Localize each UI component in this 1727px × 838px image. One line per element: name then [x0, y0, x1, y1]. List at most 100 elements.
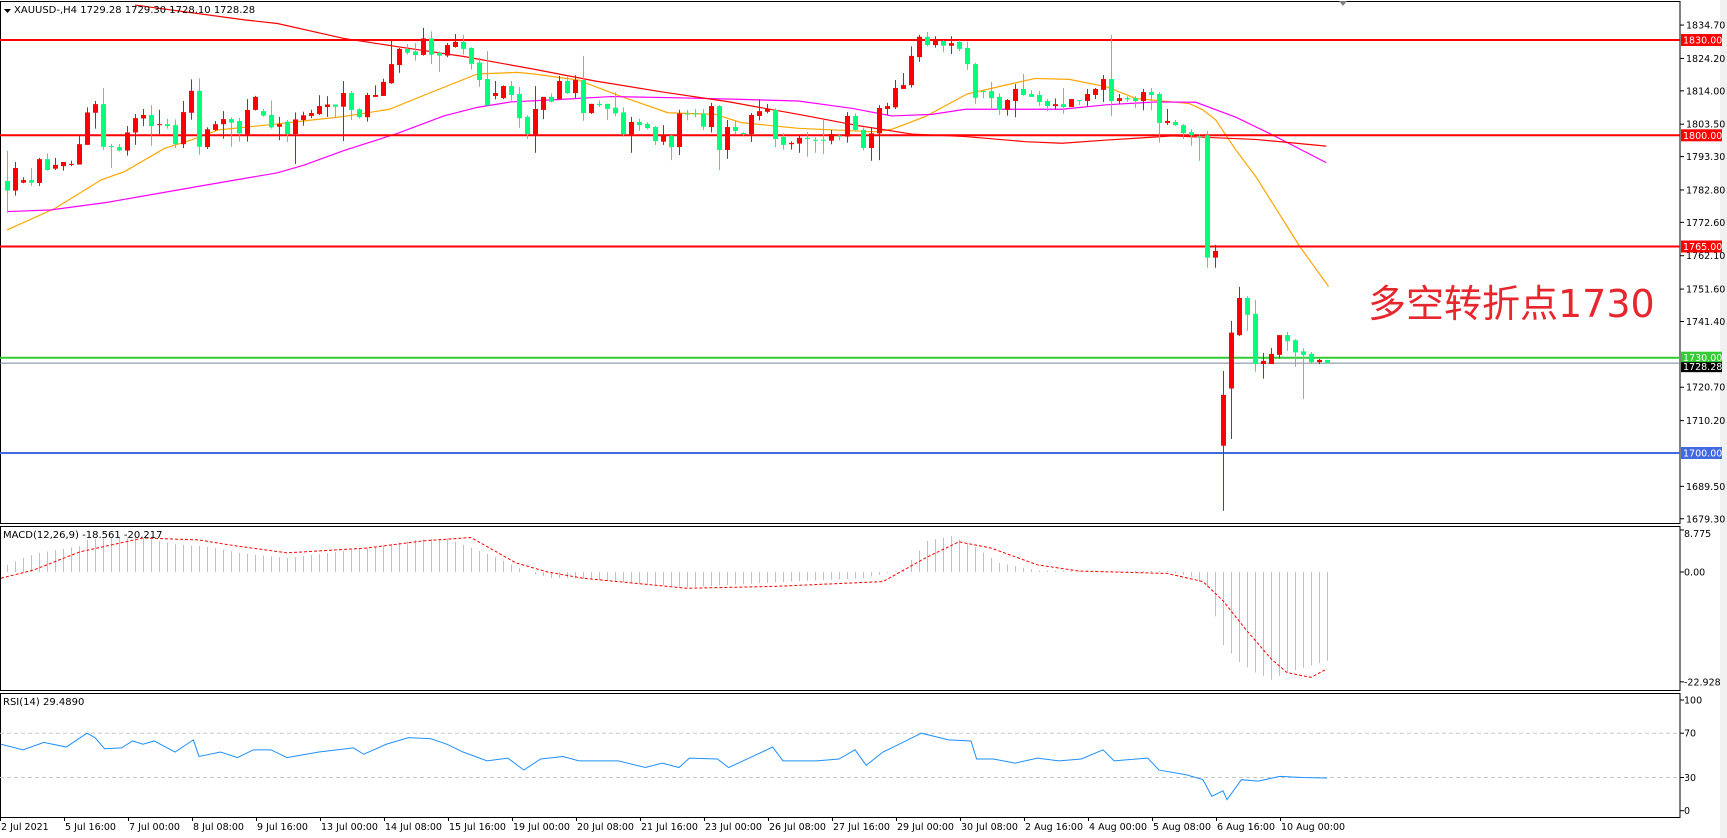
candle	[717, 105, 722, 170]
candle-body	[477, 62, 482, 81]
candle	[1141, 88, 1146, 111]
candle-body	[877, 107, 882, 134]
candle	[213, 121, 218, 131]
candle	[1093, 87, 1098, 100]
candle-body	[29, 180, 34, 183]
candle	[1173, 120, 1178, 126]
candle	[965, 41, 970, 70]
candle-body	[957, 41, 962, 49]
candle	[829, 130, 834, 145]
candle	[629, 116, 634, 153]
candle-body	[965, 47, 970, 65]
candle-body	[13, 168, 18, 191]
candle	[1085, 88, 1090, 108]
candle-body	[421, 38, 426, 55]
rsi-pane[interactable]: RSI(14) 29.4890 100 70 30 0	[0, 693, 1702, 818]
candle-body	[1077, 100, 1082, 102]
price-tick-label: 1772.60	[1686, 218, 1725, 229]
level-label-bg	[1681, 129, 1722, 142]
candle-body	[773, 109, 778, 140]
candle	[357, 108, 362, 119]
candle	[861, 127, 866, 151]
level-label-bg	[1681, 240, 1722, 253]
time-tick-label: 29 Jul 00:00	[897, 822, 954, 833]
candle	[1117, 94, 1122, 104]
candle	[429, 31, 434, 64]
candle-body	[501, 86, 506, 99]
candle	[1285, 331, 1290, 352]
candle-body	[989, 91, 994, 99]
price-pane[interactable]: 1834.70 1824.20 1814.00 1803.50 1793.30 1782.…	[0, 1, 1725, 526]
candle	[645, 122, 650, 130]
candle-body	[61, 161, 66, 167]
time-tick-label: 9 Jul 16:00	[257, 822, 308, 833]
candle-body	[1261, 360, 1266, 365]
candle	[85, 107, 90, 145]
price-tick-label: 1720.70	[1686, 383, 1725, 394]
rsi-line	[0, 732, 1328, 801]
candle-body	[301, 115, 306, 121]
candle-body	[453, 41, 458, 47]
candle	[261, 108, 266, 117]
candle-body	[797, 137, 802, 144]
macd-label: MACD(12,26,9) -18.561 -20.217	[3, 530, 163, 541]
candle-body	[109, 146, 114, 148]
candle-body	[1005, 100, 1010, 110]
candle-body	[493, 93, 498, 96]
candle	[101, 88, 106, 150]
candle	[661, 125, 666, 145]
time-tick-label: 27 Jul 16:00	[833, 822, 890, 833]
candle	[1013, 84, 1018, 118]
candle	[1061, 87, 1066, 114]
moving-average-line-ma_fast	[6, 71, 1330, 287]
candle	[141, 108, 146, 127]
candle-body	[77, 144, 82, 165]
candle-body	[725, 127, 730, 150]
chart-shift-marker-icon[interactable]	[1339, 1, 1347, 6]
price-tick-label: 1679.30	[1686, 514, 1725, 525]
level-label: 1730.00	[1683, 353, 1722, 364]
candle-body	[717, 106, 722, 150]
candle	[157, 109, 162, 135]
candle-body	[869, 133, 874, 149]
candle-body	[973, 64, 978, 98]
candle-body	[941, 40, 946, 46]
candle	[869, 127, 874, 161]
candle-body	[429, 38, 434, 55]
candle	[437, 51, 442, 72]
candle	[269, 100, 274, 129]
time-tick-label: 2 Jul 2021	[1, 822, 49, 833]
candle-body	[765, 108, 770, 112]
rsi-tick-label: 30	[1684, 773, 1696, 784]
candle	[117, 143, 122, 152]
candle-body	[85, 112, 90, 145]
candle-body	[1141, 92, 1146, 101]
candle-body	[741, 133, 746, 135]
candle-body	[661, 134, 666, 142]
candle-body	[1237, 297, 1242, 336]
bid-label-bg	[1681, 362, 1722, 373]
candle	[837, 134, 842, 141]
candle	[669, 134, 674, 161]
time-tick-label: 30 Jul 08:00	[961, 822, 1018, 833]
candle	[1317, 358, 1322, 365]
candle-body	[1221, 394, 1226, 446]
candle-body	[1021, 88, 1026, 95]
candle	[701, 108, 706, 131]
candle-body	[333, 104, 338, 107]
candle-body	[285, 121, 290, 135]
candle	[469, 47, 474, 70]
candle-body	[277, 124, 282, 127]
candle-body	[677, 113, 682, 148]
candle	[301, 111, 306, 126]
candle-body	[221, 119, 226, 125]
candle-body	[597, 103, 602, 106]
right-scroll-strip[interactable]	[1720, 0, 1727, 838]
candle-body	[893, 87, 898, 108]
dropdown-triangle-icon[interactable]	[4, 9, 11, 13]
macd-pane[interactable]: MACD(12,26,9) -18.561 -20.217 8.775 0.00 -2…	[0, 526, 1721, 691]
candle	[597, 100, 602, 108]
candle	[485, 51, 490, 106]
candle	[93, 100, 98, 129]
